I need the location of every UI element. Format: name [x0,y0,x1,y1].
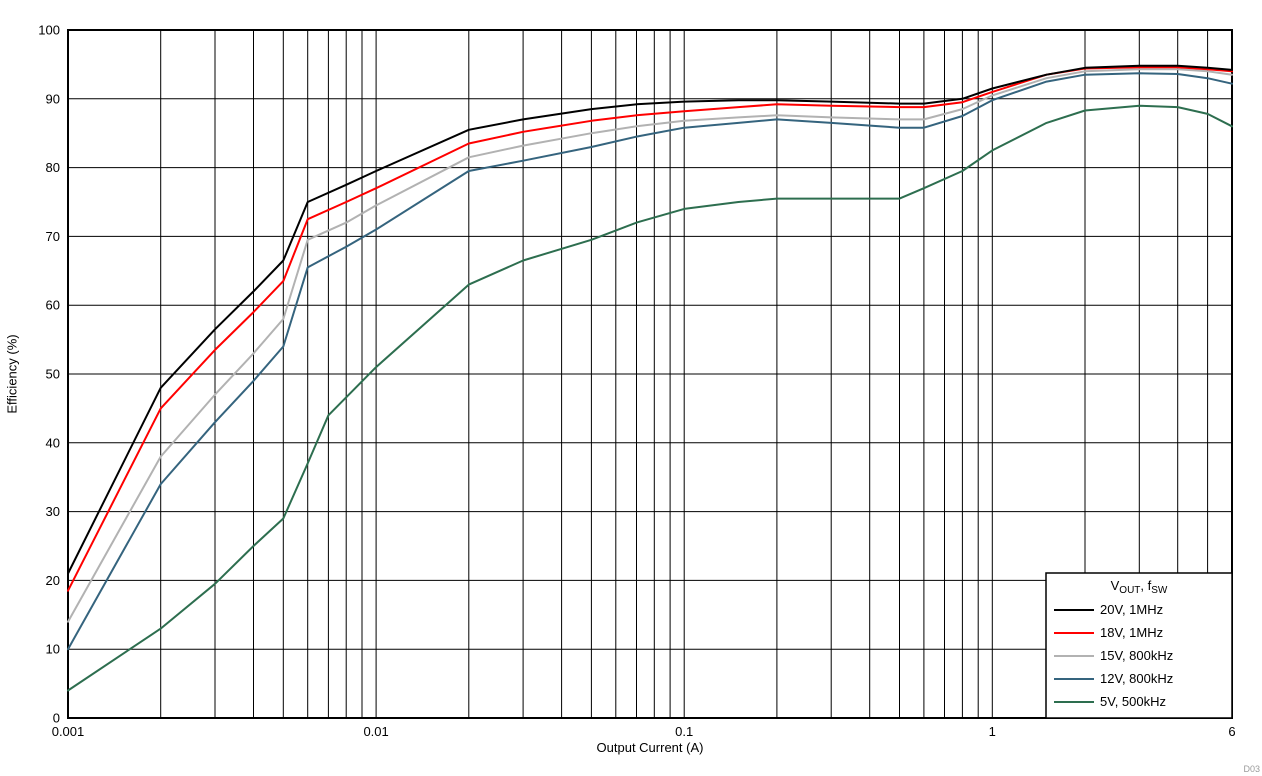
legend-label: 12V, 800kHz [1100,671,1173,686]
legend-box [1045,572,1233,719]
y-tick-label: 50 [46,367,60,382]
x-tick-label: 0.1 [675,724,693,739]
grid-lines [68,30,1232,718]
x-tick-label: 1 [989,724,996,739]
series-line-5v-500khz [67,104,1233,692]
x-tick-label: 6 [1228,724,1235,739]
x-axis-label: Output Current (A) [596,740,704,755]
y-tick-label: 70 [46,229,60,244]
series-line-20v-1mhz [67,64,1233,575]
legend-title: VOUT, fSW [1111,578,1168,596]
legend-label: 5V, 500kHz [1100,694,1166,709]
legend-label: 20V, 1MHz [1100,602,1163,617]
y-tick-label: 80 [46,160,60,175]
legend-label: 18V, 1MHz [1100,625,1163,640]
y-tick-label: 40 [46,435,60,450]
y-tick-label: 100 [38,23,60,38]
plot-border [67,29,1233,719]
y-tick-label: 10 [46,642,60,657]
legend-label: 15V, 800kHz [1100,648,1173,663]
series-line-15v-800khz [67,68,1233,623]
series-line-12v-800khz [67,72,1233,651]
series-line-18v-1mhz [67,66,1233,592]
y-tick-label: 20 [46,573,60,588]
watermark: D03 [1243,764,1260,774]
x-tick-label: 0.001 [52,724,85,739]
x-tick-label: 0.01 [363,724,388,739]
y-tick-label: 90 [46,91,60,106]
y-tick-label: 0 [53,711,60,726]
y-tick-label: 30 [46,504,60,519]
y-tick-label: 60 [46,298,60,313]
y-axis-label: Efficiency (%) [4,334,20,414]
legend: VOUT, fSW 20V, 1MHz 18V, 1MHz 15V, 800kHz 12… [1045,572,1233,719]
